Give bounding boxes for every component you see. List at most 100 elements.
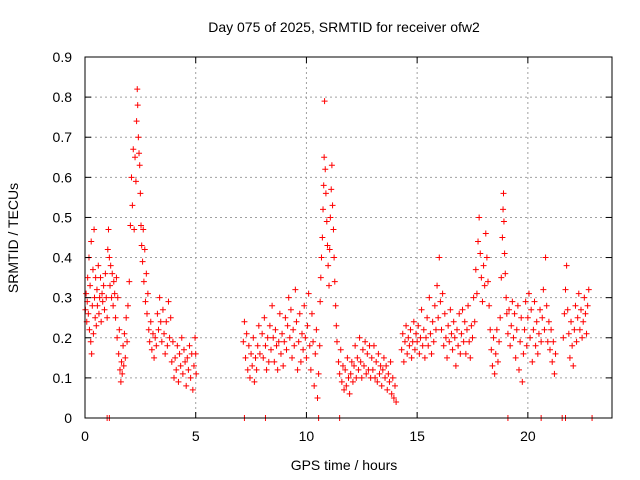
data-point [574,314,581,321]
data-point [373,358,380,365]
data-point [134,102,141,109]
data-point [469,334,476,341]
data-point [269,302,276,309]
data-point [578,306,584,313]
data-point [534,350,541,357]
data-point [337,346,344,353]
data-point [476,214,483,221]
data-point [319,234,326,241]
data-point [435,314,442,321]
data-point [104,246,111,253]
data-point [548,326,555,333]
data-point [306,342,313,349]
data-point [301,302,308,309]
data-point [144,310,150,317]
data-point [439,290,446,297]
data-point [304,322,311,329]
data-point [336,370,343,377]
data-point [482,230,489,237]
data-point [520,350,527,357]
y-tick-label: 0 [64,410,72,426]
data-point [448,330,455,337]
data-point [101,306,108,313]
data-point [108,294,115,301]
data-point [497,314,504,321]
data-point [452,362,459,369]
data-point [410,318,417,325]
data-point [406,342,413,349]
data-point [141,246,148,253]
data-point [116,326,123,333]
data-point [186,342,193,349]
data-point [192,350,199,357]
data-point [529,358,536,365]
data-point [291,342,298,349]
data-point [480,262,487,269]
y-tick-label: 0.6 [53,169,73,185]
data-point [481,282,488,289]
data-point [393,398,400,405]
data-point [333,338,340,345]
data-point [528,306,535,313]
data-point [185,366,192,373]
data-point [463,326,470,333]
data-point [541,326,548,333]
data-point [547,346,553,353]
data-point [475,238,482,245]
data-point [143,270,150,277]
data-point [525,290,532,297]
data-point [251,378,258,385]
data-point [287,306,294,313]
data-point [517,338,524,345]
data-point [549,358,556,365]
data-point [127,222,134,229]
data-point [151,354,158,361]
data-point [148,346,155,353]
data-point [341,386,348,393]
data-point [272,326,279,333]
data-point [442,334,449,341]
data-point [390,394,397,401]
data-point [117,378,124,385]
data-point [241,318,248,325]
plot-frame [84,56,613,419]
data-point [404,350,411,357]
data-point [332,302,339,309]
data-point [307,366,314,373]
data-point [137,190,144,197]
data-point [407,326,414,333]
data-point [486,302,493,309]
data-point [331,278,338,285]
data-point [240,338,247,345]
data-point [329,202,336,209]
data-point [111,290,118,297]
data-point [454,326,460,333]
data-point [281,338,288,345]
y-axis-label: SRMTID / TECUs [5,183,21,293]
data-point [459,306,466,313]
data-point [504,330,511,337]
data-point [361,362,367,369]
data-point [468,322,475,329]
data-point [296,310,303,317]
data-point [399,330,406,337]
data-point [135,134,142,141]
data-point [503,310,510,317]
data-point [502,270,509,277]
data-point [89,266,96,273]
data-point [292,286,299,293]
data-point [119,370,126,377]
x-tick-labels: 0 5 10 15 20 [81,428,536,444]
data-point [456,310,463,317]
data-point [275,338,282,345]
data-point [256,350,263,357]
data-point [248,350,255,357]
data-point [156,294,163,301]
data-point [293,318,300,325]
data-point [254,342,261,349]
x-tick-label: 15 [409,428,425,444]
data-point [323,218,330,225]
data-point [436,254,443,261]
data-point [330,226,337,233]
